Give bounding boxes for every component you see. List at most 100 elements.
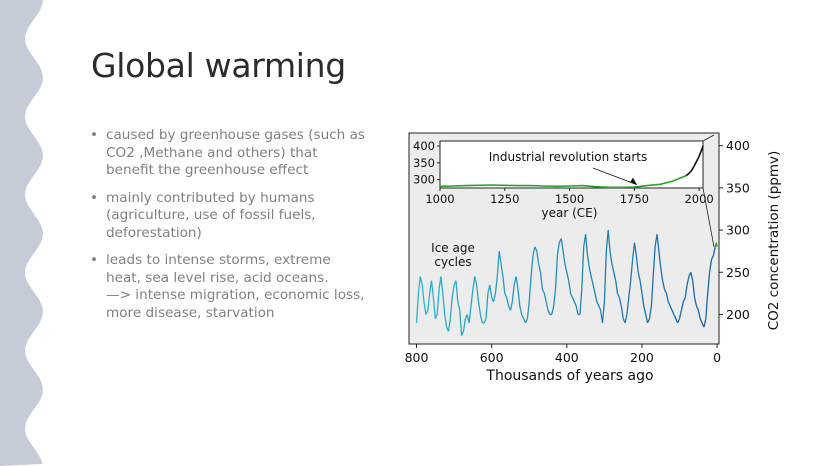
- co2-line-segment: [556, 242, 560, 256]
- bullet-line: leads to intense storms, extreme: [106, 252, 331, 268]
- co2-line-segment: [671, 309, 675, 315]
- inset-x-tick-label: 1000: [425, 192, 454, 206]
- co2-line-segment: [457, 301, 461, 311]
- co2-line-segment: [652, 246, 656, 277]
- co2-line-segment: [524, 318, 528, 324]
- co2-line-segment: [596, 301, 600, 307]
- x-tick-label: 0: [713, 350, 721, 365]
- slide-title: Global warming: [91, 46, 346, 85]
- co2-line-segment: [562, 251, 566, 264]
- bullet-line: benefit the greenhouse effect: [106, 162, 309, 178]
- co2-line-segment: [699, 318, 703, 324]
- bullet-dot: •: [90, 252, 99, 268]
- inset-preindustrial-line: [439, 174, 687, 189]
- co2-line-segment: [474, 276, 478, 286]
- y-tick-label: 250: [726, 265, 750, 280]
- co2-line-segment: [519, 305, 523, 315]
- co2-line-segment: [539, 272, 544, 290]
- co2-line-segment: [684, 284, 688, 298]
- co2-line-segment: [545, 301, 549, 311]
- co2-line-segment: [643, 305, 647, 315]
- co2-line-segment: [451, 284, 455, 298]
- co2-line-segment: [532, 246, 536, 256]
- co2-line-segment: [715, 242, 718, 248]
- inset-y-tick-label: 300: [413, 173, 435, 187]
- co2-line-segment: [661, 280, 666, 290]
- co2-line-segment: [423, 301, 427, 315]
- co2-line-segment: [571, 297, 575, 303]
- co2-line-segment: [705, 293, 709, 319]
- inset-arrow-head: [629, 177, 637, 185]
- y-tick-label: 350: [726, 180, 750, 195]
- co2-line-segment: [611, 263, 615, 273]
- bullet-item: • leads to intense storms, extreme heat,…: [88, 252, 388, 322]
- co2-line-segment: [564, 263, 568, 273]
- co2-line-segment: [530, 255, 534, 277]
- bullet-line: deforestation): [106, 224, 202, 241]
- co2-line-segment: [568, 280, 572, 294]
- co2-line-segment: [509, 301, 513, 311]
- co2-line-segment: [639, 280, 643, 294]
- co2-line-segment: [618, 297, 622, 307]
- co2-line-segment: [444, 314, 448, 328]
- co2-line-segment: [534, 246, 538, 252]
- bullet-line: more disease, starvation: [106, 304, 275, 321]
- co2-line-segment: [601, 301, 606, 323]
- co2-line-segment: [430, 280, 435, 298]
- co2-line-segment: [483, 318, 487, 324]
- co2-line-segment: [594, 293, 598, 302]
- bullet-line: (agriculture, use of fossil fuels,: [106, 207, 316, 223]
- inset-y-tick-label: 400: [413, 139, 435, 153]
- co2-line-segment: [434, 314, 438, 319]
- co2-line-segment: [628, 280, 632, 298]
- bullet-line: CO2 ,Methane and others) that: [106, 144, 318, 161]
- co2-line-segment: [554, 255, 559, 290]
- y-tick-label: 200: [726, 307, 750, 322]
- co2-line-segment: [459, 310, 463, 336]
- co2-line-segment: [462, 318, 467, 332]
- co2-line-segment: [667, 301, 671, 307]
- bullet-item: • caused by greenhouse gases (such as CO…: [88, 127, 388, 180]
- co2-line-segment: [440, 276, 444, 294]
- bullet-item: • mainly contributed by humans (agricult…: [88, 190, 388, 243]
- co2-line-segment: [541, 288, 545, 294]
- co2-line-segment: [515, 276, 519, 290]
- co2-line-segment: [682, 297, 686, 303]
- co2-line-segment: [710, 255, 714, 260]
- co2-line-segment: [693, 297, 698, 307]
- co2-line-segment: [695, 305, 699, 311]
- co2-line-segment: [607, 230, 611, 252]
- co2-line-segment: [641, 293, 645, 307]
- co2-line-segment: [665, 293, 669, 302]
- co2-line-segment: [536, 251, 540, 264]
- co2-line-segment: [588, 267, 592, 277]
- co2-line-segment: [615, 280, 619, 294]
- co2-line-segment: [526, 301, 530, 319]
- co2-line-segment: [570, 293, 574, 298]
- co2-line-segment: [697, 310, 701, 319]
- co2-line-segment: [586, 255, 591, 269]
- co2-line-segment: [528, 276, 532, 302]
- co2-line-segment: [708, 259, 713, 273]
- y-tick-label: 400: [726, 138, 750, 153]
- co2-line-segment: [680, 301, 684, 311]
- co2-line-segment: [506, 297, 510, 307]
- co2-line-segment: [461, 331, 465, 336]
- co2-line-segment: [579, 289, 583, 315]
- co2-line-segment: [517, 289, 521, 307]
- bullet-list: • caused by greenhouse gases (such as CO…: [88, 127, 388, 332]
- co2-line-segment: [660, 267, 664, 281]
- co2-line-segment: [648, 305, 653, 319]
- co2-line-segment: [635, 255, 639, 273]
- annotation-ice-age-line-2: cycles: [434, 255, 471, 269]
- co2-line-segment: [669, 305, 673, 311]
- co2-line-segment: [590, 276, 594, 286]
- co2-line-segment: [479, 314, 483, 324]
- co2-line-segment: [633, 242, 637, 256]
- co2-line-segment: [415, 293, 420, 323]
- co2-line-segment: [436, 289, 440, 315]
- co2-line-segment: [432, 297, 436, 319]
- co2-line-segment: [560, 238, 564, 252]
- bullet-dot: •: [90, 189, 99, 206]
- co2-line-segment: [468, 305, 472, 323]
